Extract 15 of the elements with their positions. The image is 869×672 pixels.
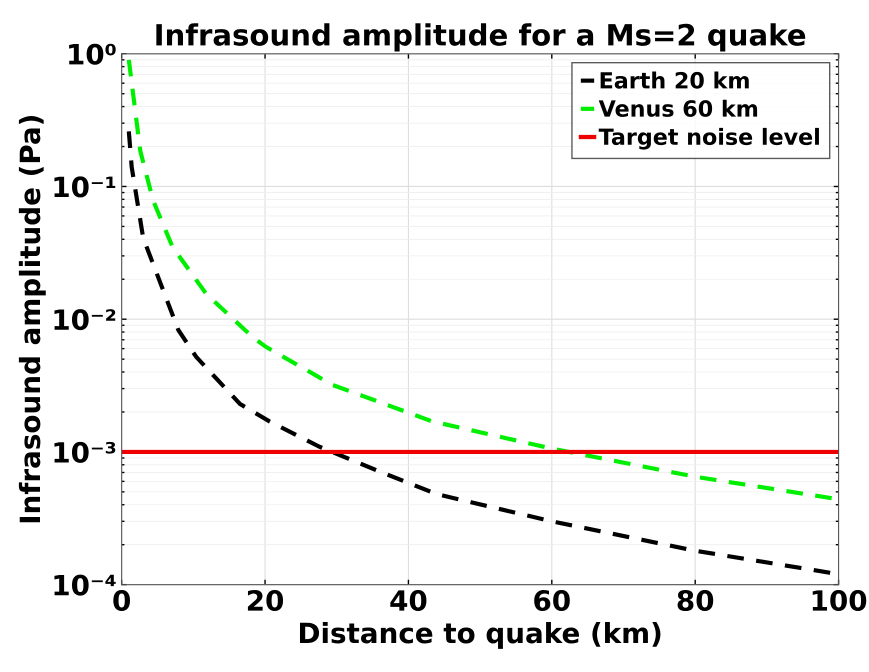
y-tick-label: 10⁻³ <box>54 442 116 463</box>
legend-label: Venus 60 km <box>598 100 758 117</box>
y-tick-label: 10⁻² <box>54 309 116 330</box>
y-axis-title: Infrasound amplitude (Pa) <box>18 116 46 522</box>
x-tick-label: 80 <box>678 590 714 612</box>
x-tick-label: 100 <box>812 590 866 612</box>
x-tick-label: 60 <box>534 590 570 612</box>
x-tick-label: 20 <box>248 590 284 612</box>
chart-title: Infrasound amplitude for a Ms=2 quake <box>156 23 806 52</box>
y-tick-label: 10⁰ <box>69 44 116 65</box>
x-axis-title: Distance to quake (km) <box>300 622 660 649</box>
x-tick-label: 40 <box>390 590 426 612</box>
y-tick-label: 10⁻¹ <box>54 176 116 198</box>
legend-label: Earth 20 km <box>600 72 749 89</box>
legend-label: Target noise level <box>598 128 819 150</box>
